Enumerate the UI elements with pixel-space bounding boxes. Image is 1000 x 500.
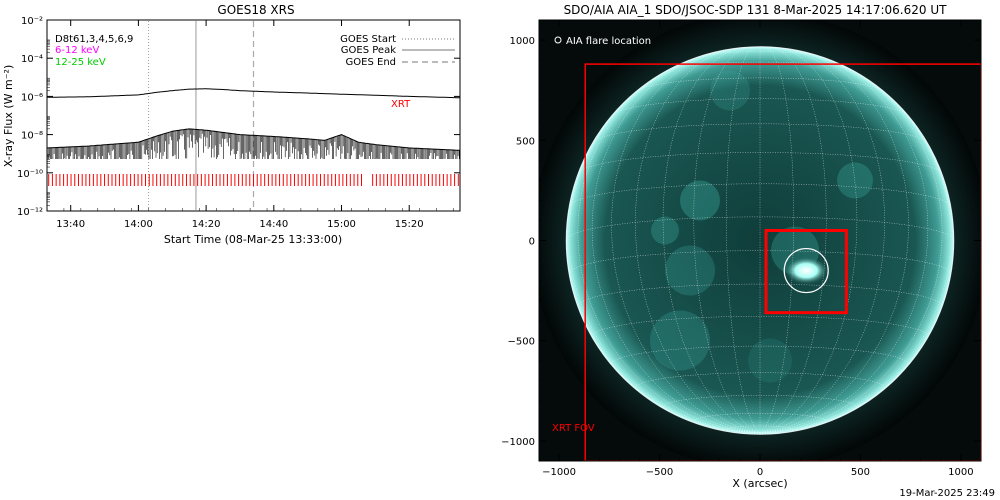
grid-line <box>693 46 761 434</box>
aia-y-tick-label: 0 <box>529 237 535 248</box>
legend-goes-end: GOES End <box>346 57 396 68</box>
aia-image-plot: SDO/AIA AIA_1 SDO/JSOC-SDP 131 8-Mar-202… <box>501 3 982 490</box>
grid-line <box>577 57 761 434</box>
aia-y-tick-label: 500 <box>516 136 535 147</box>
aia-y-tick-label: −1000 <box>501 437 535 448</box>
goes-y-tick-label: 10⁻¹² <box>17 207 43 218</box>
legend-goes-start: GOES Start <box>340 34 396 45</box>
grid-line <box>759 46 827 434</box>
goes-xrs-plot: GOES18 XRS 10⁻¹² 10⁻¹⁰ 10⁻⁸ 10⁻⁶ 10⁻⁴ 10⁻² 13… <box>2 3 461 246</box>
active-region <box>665 245 715 296</box>
grid-line <box>568 82 761 434</box>
grid-line <box>591 51 761 434</box>
aia-x-tick-label: 500 <box>851 467 870 478</box>
aia-y-tick-label: −500 <box>508 337 535 348</box>
active-region <box>710 70 750 111</box>
grid-line <box>611 48 761 434</box>
grid-line <box>698 51 822 58</box>
grid-line <box>577 283 943 307</box>
goes-x-tick-label: 14:00 <box>124 219 153 230</box>
legend-goes-peak: GOES Peak <box>341 45 396 56</box>
grid-line <box>759 57 943 434</box>
footer-timestamp: 19-Mar-2025 23:49 <box>899 488 995 499</box>
goes-x-tick-label: 13:40 <box>56 219 85 230</box>
goes-x-tick-label: 14:20 <box>192 219 221 230</box>
goes-y-axis-label: X-ray Flux (W m⁻²) <box>2 65 15 167</box>
goes-x-axis: 13:40 14:00 14:20 14:40 15:00 15:20 <box>46 20 454 230</box>
aia-y-axis: −1000 −500 0 500 1000 <box>501 19 981 462</box>
xrt-label: XRT <box>391 99 411 110</box>
active-region <box>837 162 873 199</box>
heliographic-grid <box>566 46 954 434</box>
grid-line <box>726 46 761 434</box>
goes-y-tick-label: 10⁻⁶ <box>21 92 43 103</box>
goes-plot-title: GOES18 XRS <box>217 3 294 17</box>
aia-plot-title: SDO/AIA AIA_1 SDO/JSOC-SDP 131 8-Mar-202… <box>564 3 948 17</box>
flare-location-marker <box>783 247 829 294</box>
flare-legend-symbol <box>554 36 562 44</box>
grid-line <box>612 98 908 116</box>
goes-plot-frame <box>46 19 461 212</box>
flare-glow <box>784 256 829 285</box>
aia-x-axis: −1000 −500 0 500 1000 <box>538 20 982 478</box>
active-region <box>748 338 792 383</box>
aia-x-tick-label: −500 <box>646 467 673 478</box>
goes-y-tick-label: 10⁻² <box>21 16 43 27</box>
active-region <box>650 310 710 371</box>
grid-line <box>759 51 929 434</box>
goes-y-tick-label: 10⁻⁴ <box>21 54 43 65</box>
aia-x-tick-label: −1000 <box>542 467 576 478</box>
grid-line <box>635 48 761 434</box>
grid-line <box>759 48 885 434</box>
grid-line <box>759 82 952 434</box>
xrt-coverage-ticks <box>48 174 459 186</box>
goes-x-tick-label: 15:20 <box>395 219 424 230</box>
grid-line <box>591 316 929 337</box>
goes-x-axis-label: Start Time (08-Mar-25 13:33:00) <box>164 233 342 246</box>
solar-disk <box>566 46 954 435</box>
band-high-label: 12-25 keV <box>55 57 106 68</box>
series-12-25-kev-noise <box>46 128 460 159</box>
grid-line <box>693 412 827 422</box>
grid-line <box>726 425 794 431</box>
aia-y-tick-label: 1000 <box>510 36 535 47</box>
xrt-fov-label: XRT FOV <box>552 423 595 434</box>
goes-y-axis: 10⁻¹² 10⁻¹⁰ 10⁻⁸ 10⁻⁶ 10⁻⁴ 10⁻² <box>17 16 460 218</box>
grid-line <box>636 77 884 91</box>
grid-line <box>662 46 761 434</box>
grid-line <box>759 46 858 434</box>
goes-y-tick-label: 10⁻¹⁰ <box>17 169 43 180</box>
active-regions <box>650 70 873 383</box>
goes-x-tick-label: 15:00 <box>327 219 356 230</box>
region-box <box>764 228 848 315</box>
active-region <box>680 180 720 221</box>
solar-limb <box>565 46 955 435</box>
goes-legend: GOES Start GOES Peak GOES End <box>340 34 455 68</box>
grid-line <box>568 250 952 274</box>
aia-x-axis-label: X (arcsec) <box>732 477 787 490</box>
goes-x-tick-label: 14:40 <box>259 219 288 230</box>
grid-line <box>759 46 794 434</box>
channel-label: D8t61,3,4,5,6,9 <box>55 34 133 45</box>
grid-line <box>759 48 909 434</box>
flare-legend-label: AIA flare location <box>566 36 651 47</box>
series-6-12-kev <box>47 88 460 99</box>
aia-x-tick-label: 1000 <box>948 467 973 478</box>
goes-y-tick-label: 10⁻⁸ <box>21 131 43 142</box>
series-12-25-kev <box>46 128 460 151</box>
active-region <box>651 216 679 245</box>
band-low-label: 6-12 keV <box>55 45 99 56</box>
aia-x-tick-label: 0 <box>757 467 763 478</box>
